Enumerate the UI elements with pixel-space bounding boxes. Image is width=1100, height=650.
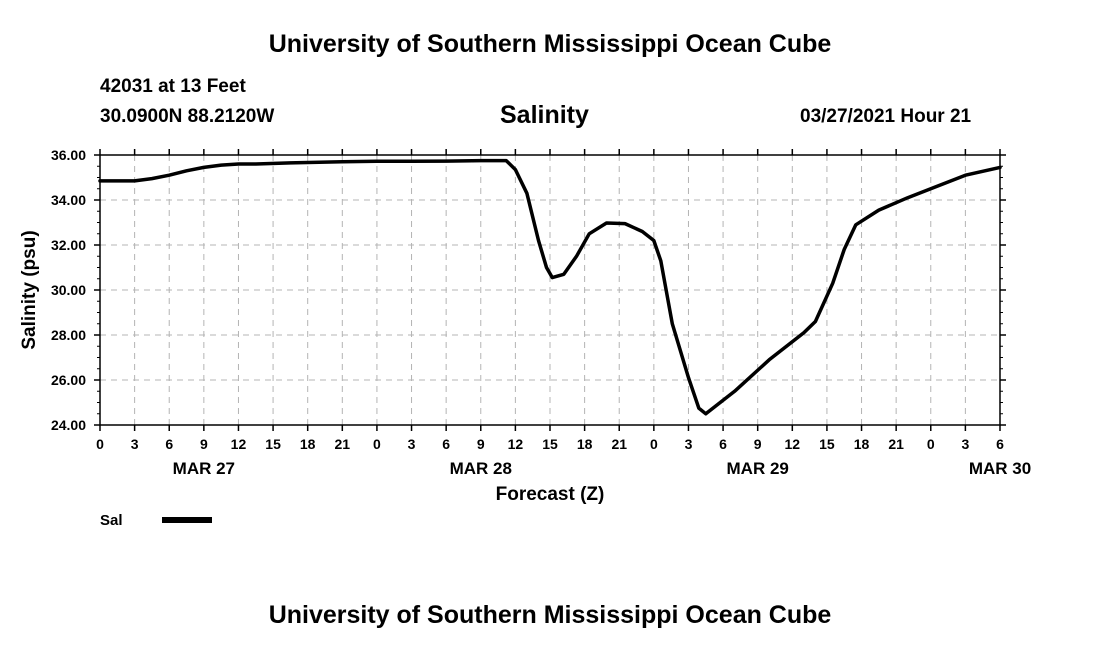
x-tick-label: 6 [442,436,450,452]
x-tick-label: 6 [719,436,727,452]
x-tick-label: 3 [685,436,693,452]
y-tick-label: 26.00 [51,372,86,388]
date-label: MAR 29 [727,459,789,478]
x-tick-label: 3 [961,436,969,452]
y-tick-label: 30.00 [51,282,86,298]
y-tick-label: 32.00 [51,237,86,253]
axis-labels: 24.00 26.00 28.00 30.00 32.00 34.00 36.00 0 3 6 9 1… [19,147,1031,505]
footer-title: University of Southern Mississippi Ocean… [268,601,832,629]
axes [94,149,1006,431]
grid-lines [100,155,1000,425]
y-tick-label: 24.00 [51,417,86,433]
x-tick-label: 0 [927,436,935,452]
chart-title: Salinity [500,101,589,129]
x-tick-label: 6 [996,436,1004,452]
x-tick-label: 15 [542,436,558,452]
date-label: MAR 27 [173,459,235,478]
x-tick-label: 0 [373,436,381,452]
main-title: University of Southern Mississippi Ocean… [268,30,832,58]
x-axis-label: Forecast (Z) [496,484,605,505]
x-tick-label: 0 [96,436,104,452]
date-label: MAR 28 [450,459,512,478]
x-tick-label: 9 [754,436,762,452]
legend: Sal [100,512,212,529]
station-coordinates: 30.0900N 88.2120W [100,106,275,127]
x-tick-label: 9 [200,436,208,452]
y-tick-label: 34.00 [51,192,86,208]
x-tick-label: 6 [165,436,173,452]
series-line-sal [98,158,1002,416]
legend-label-sal: Sal [100,512,123,529]
y-tick-label: 28.00 [51,327,86,343]
x-tick-label: 9 [477,436,485,452]
x-tick-label: 3 [131,436,139,452]
x-tick-label: 18 [854,436,870,452]
x-tick-label: 15 [819,436,835,452]
salinity-chart: 24.00 26.00 28.00 30.00 32.00 34.00 36.00 0 3 6 9 1… [19,147,1031,529]
x-tick-label: 12 [231,436,247,452]
y-tick-label: 36.00 [51,147,86,163]
x-tick-label: 0 [650,436,658,452]
x-tick-label: 3 [408,436,416,452]
x-tick-label: 21 [611,436,627,452]
x-tick-label: 21 [888,436,904,452]
x-tick-label: 18 [300,436,316,452]
x-tick-label: 15 [265,436,281,452]
x-tick-label: 21 [335,436,351,452]
y-axis-label: Salinity (psu) [19,230,40,349]
x-tick-label: 12 [508,436,524,452]
x-tick-label: 18 [577,436,593,452]
x-tick-label: 12 [785,436,801,452]
forecast-datetime: 03/27/2021 Hour 21 [800,106,972,127]
date-label: MAR 30 [969,459,1031,478]
station-label: 42031 at 13 Feet [100,76,246,97]
